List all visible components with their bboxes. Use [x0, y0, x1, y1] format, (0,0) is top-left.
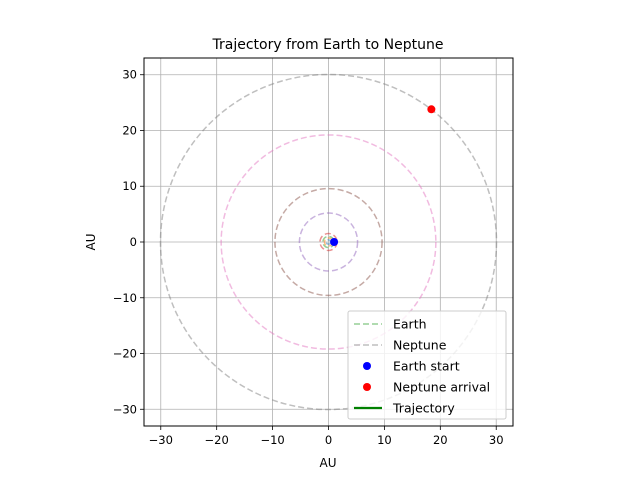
axis-ticks: −30 −20 −10 0 10 20 30 −30 −20 −10 0 10 20 30: [113, 68, 504, 447]
x-tick-label: 30: [489, 433, 504, 447]
orbit-ring: [298, 212, 359, 272]
x-axis-label: AU: [320, 456, 337, 470]
y-tick-label: −20: [113, 347, 137, 361]
x-tick-label: 10: [377, 433, 392, 447]
x-tick-label: 20: [433, 433, 448, 447]
y-tick-label: 30: [122, 68, 137, 82]
x-tick-label: −30: [149, 433, 173, 447]
y-tick-label: 20: [122, 123, 137, 137]
y-tick-label: 0: [130, 235, 137, 249]
legend-label: Trajectory: [392, 401, 455, 416]
legend-label: Neptune arrival: [393, 380, 490, 395]
orbit-ring: [274, 187, 383, 297]
x-tick-label: −10: [260, 433, 284, 447]
x-tick-label: −20: [205, 433, 229, 447]
position-marker: [427, 105, 436, 114]
legend-marker: [363, 383, 371, 391]
orbit-ring: [159, 73, 498, 411]
y-axis-label: AU: [84, 234, 98, 251]
y-tick-label: −10: [113, 291, 137, 305]
x-tick-label: 0: [325, 433, 332, 447]
legend-label: Neptune: [393, 338, 447, 353]
chart-title: Trajectory from Earth to Neptune: [212, 37, 444, 53]
position-marker: [330, 238, 339, 246]
legend-marker: [363, 362, 371, 370]
legend: Earth Neptune Earth start Neptune arrival Tr…: [347, 310, 507, 420]
legend-label: Earth start: [393, 359, 460, 374]
position-markers: [330, 105, 436, 246]
legend-label: Earth: [393, 317, 427, 332]
orbit-lines: [159, 73, 498, 411]
y-tick-label: −30: [113, 402, 137, 416]
y-tick-label: 10: [122, 179, 137, 193]
legend-box: [347, 310, 507, 420]
orbit-ring: [220, 134, 437, 350]
